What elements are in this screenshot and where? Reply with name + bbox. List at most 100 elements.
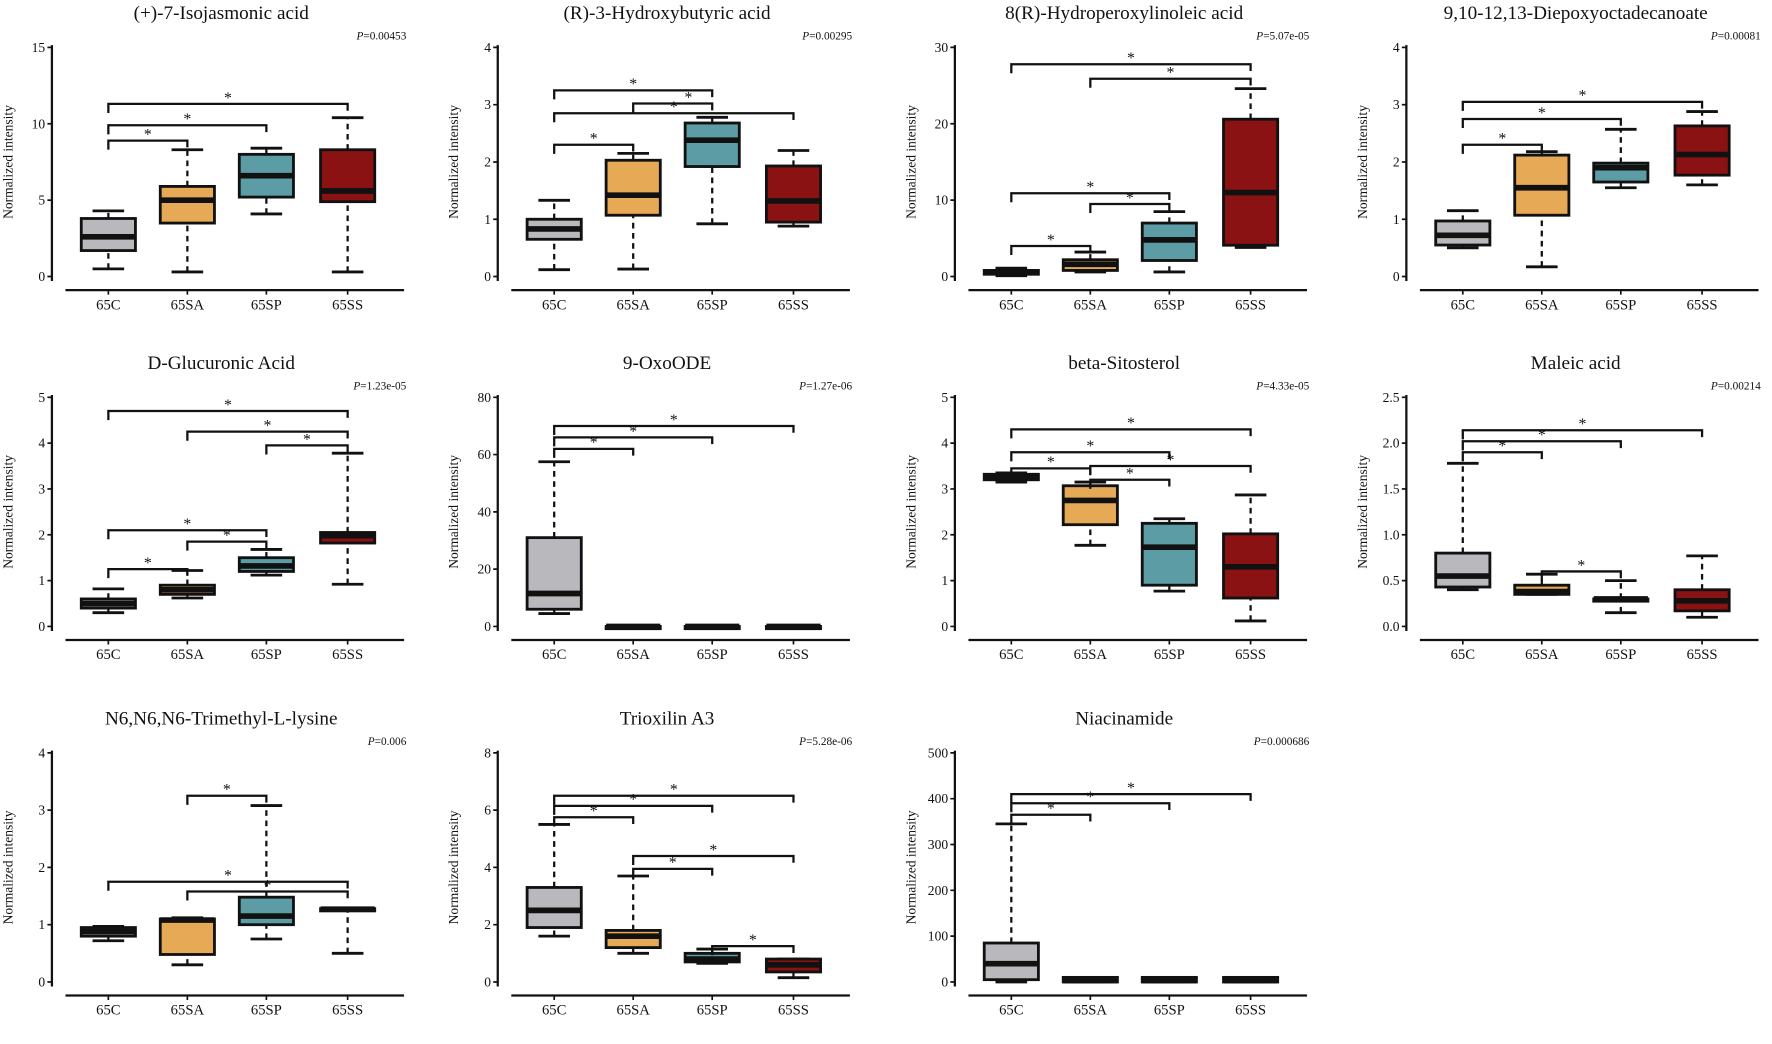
y-axis-label: Normalized intensity xyxy=(0,105,15,219)
significance-asterisk: * xyxy=(1047,801,1055,818)
panel-title: (+)-7-Isojasmonic acid xyxy=(134,3,310,24)
significance-bracket xyxy=(632,854,795,865)
x-tick-label: 65C xyxy=(1451,297,1475,313)
significance-asterisk: * xyxy=(1577,557,1585,574)
x-tick-label: 65C xyxy=(999,297,1023,313)
significance-bracket xyxy=(1461,117,1622,129)
y-tick-label: 1.5 xyxy=(1383,481,1400,496)
significance-asterisk: * xyxy=(1538,105,1546,122)
y-tick-label: 0.5 xyxy=(1383,573,1400,588)
significance-asterisk: * xyxy=(1127,50,1135,67)
y-tick-label: 3 xyxy=(1393,97,1400,112)
panel-title: Trioxilin A3 xyxy=(620,709,715,730)
significance-asterisk: * xyxy=(669,855,677,872)
y-tick-label: 2 xyxy=(484,154,491,169)
x-tick-label: 65C xyxy=(96,1003,120,1019)
significance-asterisk: * xyxy=(1126,190,1134,207)
box-65SS xyxy=(319,148,377,204)
y-tick-label: 20 xyxy=(935,116,949,131)
x-tick-label: 65C xyxy=(542,297,566,313)
significance-bracket xyxy=(186,890,349,901)
p-value: P=5.07e-05 xyxy=(1255,31,1309,43)
significance-asterisk: * xyxy=(590,131,598,148)
significance-bracket xyxy=(632,867,714,878)
box-65SS xyxy=(1222,117,1280,247)
x-tick-label: 65SA xyxy=(616,1003,650,1019)
x-tick-label: 65SA xyxy=(171,297,205,313)
significance-bracket xyxy=(1540,570,1622,581)
significance-asterisk: * xyxy=(183,516,191,533)
y-tick-label: 0 xyxy=(38,974,45,989)
significance-bracket xyxy=(1089,202,1171,214)
x-tick-label: 65C xyxy=(999,1003,1023,1019)
y-axis-label: Normalized intensity xyxy=(446,810,461,924)
y-tick-label: 5 xyxy=(38,193,45,208)
significance-bracket xyxy=(1010,192,1171,203)
significance-asterisk: * xyxy=(1086,438,1094,455)
p-label: P xyxy=(798,380,806,392)
y-tick-label: 8 xyxy=(484,745,491,760)
p-value: P=0.006 xyxy=(367,736,407,748)
box-65SP xyxy=(1140,521,1198,587)
p-value: P=1.27e-06 xyxy=(798,380,852,392)
x-tick-label: 65SP xyxy=(251,1003,282,1019)
x-tick-label: 65SS xyxy=(1235,297,1266,313)
significance-asterisk: * xyxy=(144,126,152,143)
p-number: =4.33e-05 xyxy=(1263,380,1309,392)
y-tick-label: 2.5 xyxy=(1383,390,1400,405)
box-65SS xyxy=(764,164,822,224)
x-tick-label: 65SS xyxy=(1687,297,1718,313)
x-tick-label: 65SP xyxy=(1154,1003,1185,1019)
significance-asterisk: * xyxy=(1047,454,1055,471)
x-tick-label: 65SA xyxy=(1525,297,1559,313)
y-tick-label: 2.0 xyxy=(1383,436,1400,451)
y-axis-label: Normalized intensity xyxy=(446,105,461,219)
p-value: P=0.00214 xyxy=(1710,380,1761,392)
y-tick-label: 0 xyxy=(941,974,948,989)
x-tick-label: 65SS xyxy=(332,297,363,313)
significance-asterisk: * xyxy=(670,782,678,799)
y-tick-label: 200 xyxy=(928,883,949,898)
y-tick-label: 4 xyxy=(484,40,491,55)
y-tick-label: 80 xyxy=(477,390,491,405)
y-tick-label: 10 xyxy=(32,116,46,131)
box-65C xyxy=(525,886,583,929)
panel-title: D-Glucuronic Acid xyxy=(147,353,295,374)
panel-title: (R)-3-Hydroxybutyric acid xyxy=(564,3,772,24)
significance-asterisk: * xyxy=(144,555,152,572)
x-tick-label: 65SA xyxy=(1074,1003,1108,1019)
panel-title: Maleic acid xyxy=(1531,353,1621,374)
box-65SP xyxy=(683,121,741,168)
x-tick-label: 65SP xyxy=(697,297,728,313)
significance-bracket xyxy=(186,430,349,441)
x-tick-label: 65C xyxy=(542,1003,566,1019)
y-tick-label: 2 xyxy=(38,527,45,542)
box-65SP xyxy=(237,895,295,927)
x-tick-label: 65SA xyxy=(616,297,650,313)
p-number: =0.00453 xyxy=(363,31,406,43)
p-label: P xyxy=(355,31,363,43)
box-65SA xyxy=(604,158,662,217)
box-65C xyxy=(1434,551,1492,589)
significance-asterisk: * xyxy=(629,792,637,809)
significance-asterisk: * xyxy=(1167,65,1175,82)
significance-asterisk: * xyxy=(224,868,232,885)
y-tick-label: 3 xyxy=(941,481,948,496)
y-tick-label: 5 xyxy=(38,390,45,405)
y-tick-label: 1 xyxy=(38,573,45,588)
p-number: =0.00081 xyxy=(1718,31,1761,43)
x-tick-label: 65SS xyxy=(332,1003,363,1019)
significance-bracket xyxy=(553,143,635,154)
y-tick-label: 500 xyxy=(928,745,949,760)
p-value: P=0.000686 xyxy=(1253,736,1310,748)
x-tick-label: 65C xyxy=(999,647,1023,663)
x-tick-label: 65C xyxy=(96,297,120,313)
x-tick-label: 65SS xyxy=(1687,647,1718,663)
y-axis-label: Normalized intensity xyxy=(0,810,15,924)
significance-asterisk: * xyxy=(303,431,311,448)
y-tick-label: 3 xyxy=(38,481,45,496)
significance-bracket xyxy=(1010,802,1171,813)
y-tick-label: 2 xyxy=(484,917,491,932)
significance-bracket xyxy=(107,568,189,579)
y-tick-label: 60 xyxy=(477,447,491,462)
